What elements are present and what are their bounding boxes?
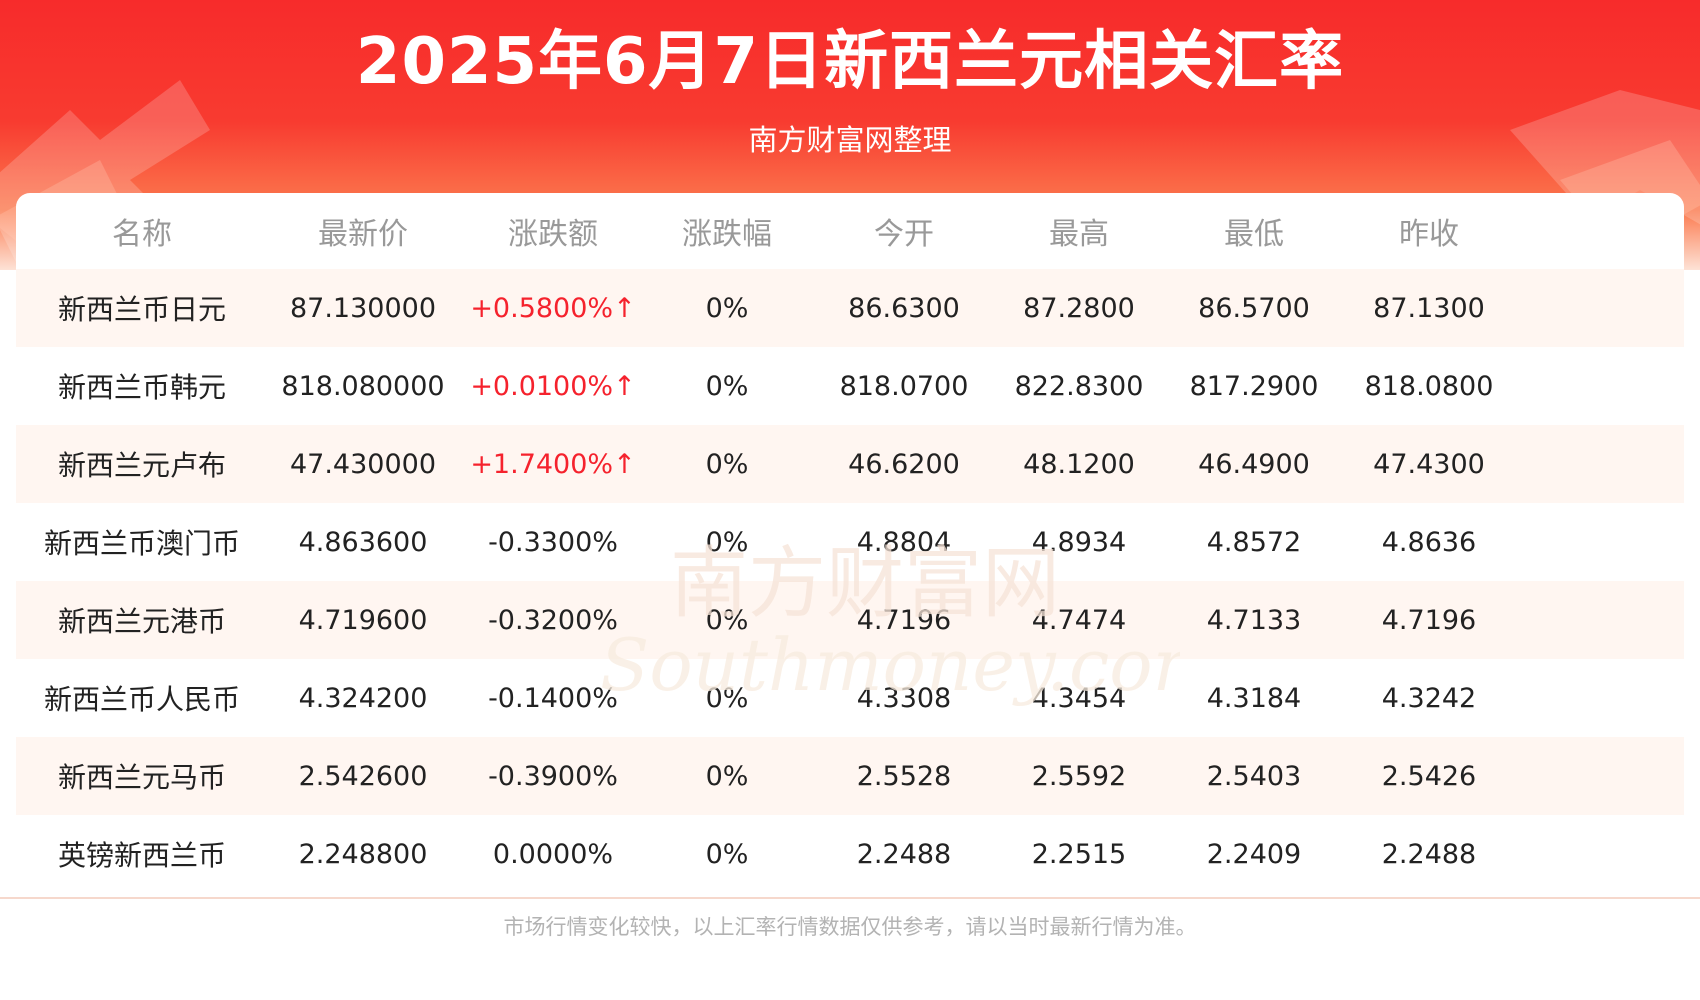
row-prev-close: 818.0800 bbox=[1364, 370, 1494, 402]
row-open: 818.0700 bbox=[839, 370, 969, 402]
table-row: 新西兰币日元 87.130000 +0.5800%↑ 0% 86.6300 87… bbox=[16, 269, 1684, 347]
table-row: 新西兰元港币 4.719600 -0.3200% 0% 4.7196 4.747… bbox=[16, 581, 1684, 659]
row-change: -0.1400% bbox=[488, 682, 618, 714]
row-prev-close: 4.7196 bbox=[1381, 604, 1477, 636]
row-change-pct: 0% bbox=[705, 448, 749, 480]
row-change-pct: 0% bbox=[705, 760, 749, 792]
row-open: 4.7196 bbox=[856, 604, 952, 636]
row-name: 新西兰币人民币 bbox=[43, 683, 240, 716]
row-open: 46.6200 bbox=[848, 448, 960, 480]
divider bbox=[0, 897, 1700, 899]
row-name: 英镑新西兰币 bbox=[57, 839, 226, 872]
row-latest: 818.080000 bbox=[281, 370, 445, 402]
row-low: 2.2409 bbox=[1206, 838, 1302, 870]
row-high: 87.2800 bbox=[1023, 292, 1135, 324]
row-high: 4.3454 bbox=[1031, 682, 1127, 714]
row-high: 2.2515 bbox=[1031, 838, 1127, 870]
row-latest: 47.430000 bbox=[289, 448, 436, 480]
column-header-low: 最低 bbox=[1224, 217, 1284, 252]
row-prev-close: 47.4300 bbox=[1373, 448, 1485, 480]
table-row: 新西兰元卢布 47.430000 +1.7400%↑ 0% 46.6200 48… bbox=[16, 425, 1684, 503]
row-name: 新西兰元港币 bbox=[57, 605, 226, 638]
row-change-pct: 0% bbox=[705, 604, 749, 636]
column-header-change-pct: 涨跌幅 bbox=[682, 217, 772, 252]
row-change: -0.3200% bbox=[488, 604, 618, 636]
row-change-pct: 0% bbox=[705, 370, 749, 402]
row-latest: 4.324200 bbox=[298, 682, 428, 714]
row-change-pct: 0% bbox=[705, 292, 749, 324]
row-name: 新西兰币韩元 bbox=[57, 371, 226, 404]
row-change-pct: 0% bbox=[705, 838, 749, 870]
column-header-open: 今开 bbox=[874, 217, 934, 252]
table-header-row: 名称 最新价 涨跌额 涨跌幅 今开 最高 最低 昨收 bbox=[16, 193, 1684, 269]
row-high: 2.5592 bbox=[1031, 760, 1127, 792]
table-row: 新西兰币人民币 4.324200 -0.1400% 0% 4.3308 4.34… bbox=[16, 659, 1684, 737]
row-prev-close: 2.5426 bbox=[1381, 760, 1477, 792]
table-row: 英镑新西兰币 2.248800 0.0000% 0% 2.2488 2.2515… bbox=[16, 815, 1684, 893]
row-high: 4.8934 bbox=[1031, 526, 1127, 558]
row-prev-close: 4.8636 bbox=[1381, 526, 1477, 558]
row-prev-close: 2.2488 bbox=[1381, 838, 1477, 870]
row-open: 2.5528 bbox=[856, 760, 952, 792]
row-change: +0.5800%↑ bbox=[470, 292, 636, 324]
row-latest: 4.863600 bbox=[298, 526, 428, 558]
row-latest: 2.248800 bbox=[298, 838, 428, 870]
table-row: 新西兰币澳门币 4.863600 -0.3300% 0% 4.8804 4.89… bbox=[16, 503, 1684, 581]
row-change: 0.0000% bbox=[492, 838, 614, 870]
row-open: 4.3308 bbox=[856, 682, 952, 714]
row-name: 新西兰币日元 bbox=[57, 293, 226, 326]
row-change: +1.7400%↑ bbox=[470, 448, 636, 480]
rates-table-card: 名称 最新价 涨跌额 涨跌幅 今开 最高 最低 昨收 新西兰币日元 87.130… bbox=[16, 193, 1684, 898]
page-title: 2025年6月7日新西兰元相关汇率 bbox=[355, 25, 1345, 99]
row-prev-close: 87.1300 bbox=[1373, 292, 1485, 324]
table-row: 新西兰币韩元 818.080000 +0.0100%↑ 0% 818.0700 … bbox=[16, 347, 1684, 425]
row-low: 817.2900 bbox=[1189, 370, 1319, 402]
row-change-pct: 0% bbox=[705, 682, 749, 714]
table-row: 新西兰元马币 2.542600 -0.3900% 0% 2.5528 2.559… bbox=[16, 737, 1684, 815]
row-low: 4.8572 bbox=[1206, 526, 1302, 558]
row-latest: 87.130000 bbox=[289, 292, 436, 324]
row-high: 4.7474 bbox=[1031, 604, 1127, 636]
row-high: 48.1200 bbox=[1023, 448, 1135, 480]
row-low: 2.5403 bbox=[1206, 760, 1302, 792]
row-open: 2.2488 bbox=[856, 838, 952, 870]
column-header-high: 最高 bbox=[1049, 217, 1109, 252]
row-change: +0.0100%↑ bbox=[470, 370, 636, 402]
row-open: 86.6300 bbox=[848, 292, 960, 324]
row-change-pct: 0% bbox=[705, 526, 749, 558]
row-low: 4.3184 bbox=[1206, 682, 1302, 714]
row-latest: 2.542600 bbox=[298, 760, 428, 792]
disclaimer-footnote: 市场行情变化较快，以上汇率行情数据仅供参考，请以当时最新行情为准。 bbox=[503, 915, 1197, 939]
row-name: 新西兰元马币 bbox=[57, 761, 226, 794]
row-open: 4.8804 bbox=[856, 526, 952, 558]
row-change: -0.3900% bbox=[488, 760, 618, 792]
column-header-prev-close: 昨收 bbox=[1399, 217, 1459, 252]
row-low: 4.7133 bbox=[1206, 604, 1302, 636]
column-header-latest: 最新价 bbox=[318, 217, 408, 252]
row-high: 822.8300 bbox=[1014, 370, 1144, 402]
row-name: 新西兰币澳门币 bbox=[43, 527, 240, 560]
column-header-name: 名称 bbox=[112, 217, 172, 252]
page-subtitle: 南方财富网整理 bbox=[748, 123, 952, 157]
row-low: 46.4900 bbox=[1198, 448, 1310, 480]
row-low: 86.5700 bbox=[1198, 292, 1310, 324]
row-change: -0.3300% bbox=[488, 526, 618, 558]
row-name: 新西兰元卢布 bbox=[57, 449, 226, 482]
row-latest: 4.719600 bbox=[298, 604, 428, 636]
row-prev-close: 4.3242 bbox=[1381, 682, 1477, 714]
column-header-change: 涨跌额 bbox=[508, 217, 598, 252]
